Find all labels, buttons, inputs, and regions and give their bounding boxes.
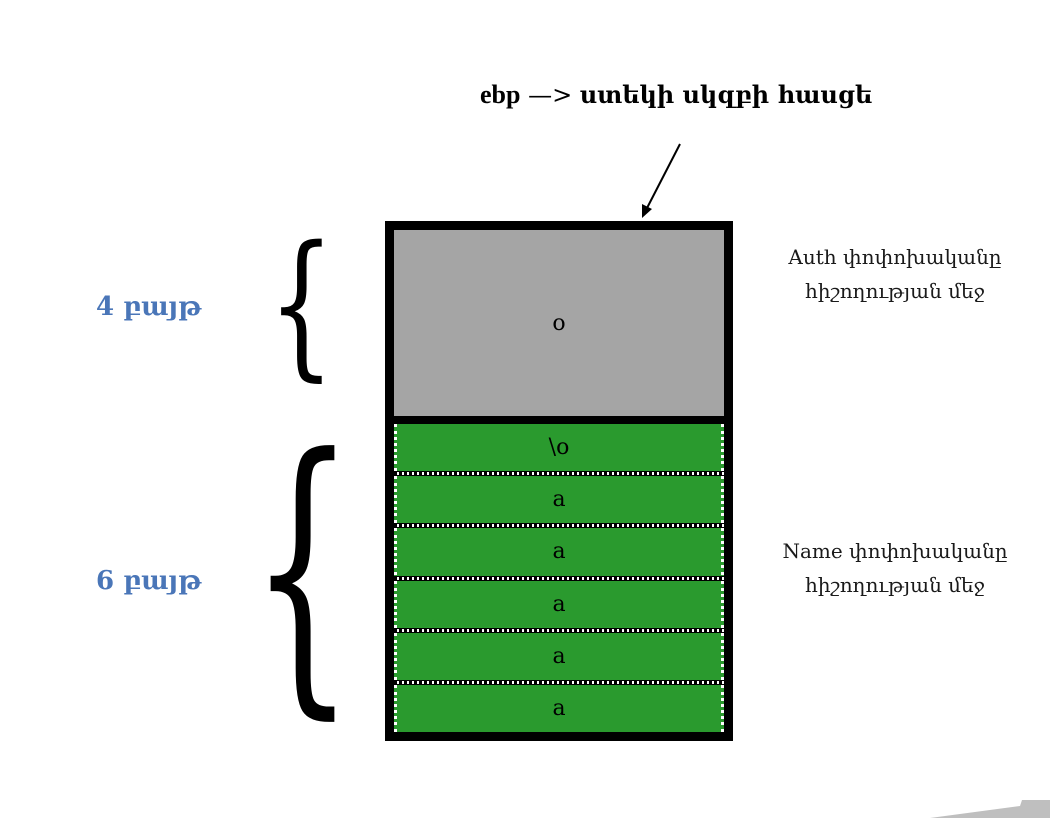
byte-separator — [394, 523, 724, 529]
decorative-corner-shape — [930, 800, 1050, 818]
byte-separator — [394, 471, 724, 477]
name-byte-cell: a — [394, 632, 724, 680]
name-byte-cell: a — [394, 528, 724, 576]
diagram-title: ebp —> ստեկի սկզբի հասցե — [480, 80, 1040, 110]
auth-variable-cell: o — [394, 230, 724, 416]
byte-separator — [394, 679, 724, 685]
name-byte-value: \o — [548, 435, 570, 461]
name-note: Name փոփոխականը հիշողության մեջ — [755, 534, 1035, 602]
name-byte-value: a — [552, 695, 566, 721]
pointer-arrow-icon — [642, 143, 681, 218]
auth-brace-icon: { — [268, 213, 335, 397]
name-note-line1: Name փոփոխականը — [782, 539, 1008, 563]
name-byte-cell: a — [394, 476, 724, 524]
auth-size-label: 4 բայթ — [96, 292, 202, 322]
title-register: ebp — [480, 80, 521, 109]
name-byte-value: a — [552, 591, 566, 617]
name-byte-value: a — [552, 539, 566, 565]
name-byte-cell: \o — [394, 424, 724, 472]
name-size-label: 6 բայթ — [96, 566, 202, 596]
name-byte-value: a — [552, 487, 566, 513]
name-note-line2: հիշողության մեջ — [805, 573, 985, 597]
byte-separator — [394, 627, 724, 633]
auth-note: Auth փոփոխականը հիշողության մեջ — [755, 240, 1035, 308]
auth-note-line1: Auth փոփոխականը — [788, 245, 1002, 269]
title-description: ստեկի սկզբի հասցե — [579, 80, 873, 109]
name-brace-icon: { — [250, 395, 355, 744]
auth-cell-value: o — [552, 310, 566, 336]
byte-separator — [394, 575, 724, 581]
title-arrow: —> — [528, 81, 573, 109]
name-variable-area: \o a a a a a — [394, 424, 724, 732]
name-byte-cell: a — [394, 684, 724, 732]
name-byte-value: a — [552, 643, 566, 669]
name-byte-cell: a — [394, 580, 724, 628]
stack-frame: o \o a a a a a — [385, 221, 733, 741]
auth-note-line2: հիշողության մեջ — [805, 279, 985, 303]
